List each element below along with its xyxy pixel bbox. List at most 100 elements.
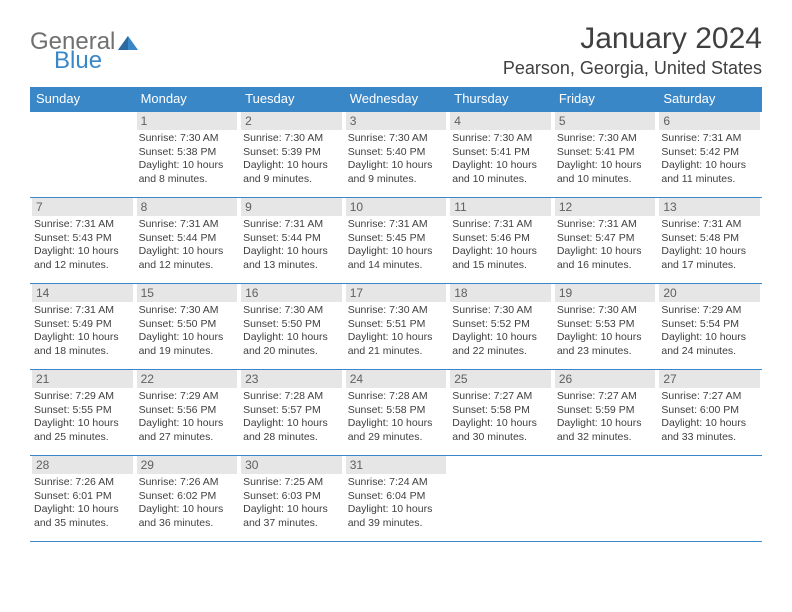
title-block: January 2024 Pearson, Georgia, United St… bbox=[503, 22, 762, 79]
month-title: January 2024 bbox=[503, 22, 762, 56]
sunrise-text: Sunrise: 7:31 AM bbox=[348, 218, 445, 232]
sunset-text: Sunset: 6:02 PM bbox=[139, 490, 236, 504]
sunrise-text: Sunrise: 7:30 AM bbox=[348, 132, 445, 146]
sunrise-text: Sunrise: 7:31 AM bbox=[557, 218, 654, 232]
sunset-text: Sunset: 5:44 PM bbox=[139, 232, 236, 246]
daylight-text: Daylight: 10 hours and 9 minutes. bbox=[348, 159, 445, 186]
day-number: 2 bbox=[241, 112, 342, 130]
day-details: Sunrise: 7:30 AMSunset: 5:40 PMDaylight:… bbox=[346, 132, 447, 187]
sunset-text: Sunset: 5:58 PM bbox=[348, 404, 445, 418]
calendar-day-cell: 9 Sunrise: 7:31 AMSunset: 5:44 PMDaylight… bbox=[239, 198, 344, 284]
calendar-header: SundayMondayTuesdayWednesdayThursdayFrid… bbox=[30, 87, 762, 112]
day-number: 12 bbox=[555, 198, 656, 216]
day-details: Sunrise: 7:31 AMSunset: 5:44 PMDaylight:… bbox=[241, 218, 342, 273]
day-number: 18 bbox=[450, 284, 551, 302]
calendar-day-cell bbox=[657, 456, 762, 542]
sunrise-text: Sunrise: 7:31 AM bbox=[139, 218, 236, 232]
calendar-day-cell: 2 Sunrise: 7:30 AMSunset: 5:39 PMDaylight… bbox=[239, 112, 344, 198]
daylight-text: Daylight: 10 hours and 39 minutes. bbox=[348, 503, 445, 530]
calendar-day-cell: 26Sunrise: 7:27 AMSunset: 5:59 PMDayligh… bbox=[553, 370, 658, 456]
day-details: Sunrise: 7:30 AMSunset: 5:39 PMDaylight:… bbox=[241, 132, 342, 187]
day-number: 10 bbox=[346, 198, 447, 216]
daylight-text: Daylight: 10 hours and 10 minutes. bbox=[452, 159, 549, 186]
sunset-text: Sunset: 5:57 PM bbox=[243, 404, 340, 418]
sunrise-text: Sunrise: 7:29 AM bbox=[34, 390, 131, 404]
day-details: Sunrise: 7:29 AMSunset: 5:55 PMDaylight:… bbox=[32, 390, 133, 445]
logo-text-blue: Blue bbox=[54, 47, 102, 74]
day-details: Sunrise: 7:30 AMSunset: 5:51 PMDaylight:… bbox=[346, 304, 447, 359]
day-details: Sunrise: 7:31 AMSunset: 5:48 PMDaylight:… bbox=[659, 218, 760, 273]
calendar-day-cell: 7Sunrise: 7:31 AMSunset: 5:43 PMDaylight… bbox=[30, 198, 135, 284]
sunrise-text: Sunrise: 7:31 AM bbox=[661, 132, 758, 146]
calendar-day-cell: 27Sunrise: 7:27 AMSunset: 6:00 PMDayligh… bbox=[657, 370, 762, 456]
calendar-day-cell: 4Sunrise: 7:30 AMSunset: 5:41 PMDaylight… bbox=[448, 112, 553, 198]
sunrise-text: Sunrise: 7:26 AM bbox=[34, 476, 131, 490]
weekday-header: Wednesday bbox=[344, 87, 449, 112]
daylight-text: Daylight: 10 hours and 14 minutes. bbox=[348, 245, 445, 272]
calendar-day-cell: 21 Sunrise: 7:29 AMSunset: 5:55 PMDayligh… bbox=[30, 370, 135, 456]
day-details: Sunrise: 7:31 AMSunset: 5:42 PMDaylight:… bbox=[659, 132, 760, 187]
day-number: 23 bbox=[241, 370, 342, 388]
day-number: 14 bbox=[32, 284, 133, 302]
day-details: Sunrise: 7:30 AMSunset: 5:41 PMDaylight:… bbox=[450, 132, 551, 187]
sunrise-text: Sunrise: 7:28 AM bbox=[348, 390, 445, 404]
sunset-text: Sunset: 5:50 PM bbox=[139, 318, 236, 332]
sunrise-text: Sunrise: 7:31 AM bbox=[243, 218, 340, 232]
calendar-day-cell bbox=[553, 456, 658, 542]
day-details: Sunrise: 7:27 AMSunset: 6:00 PMDaylight:… bbox=[659, 390, 760, 445]
day-details: Sunrise: 7:31 AMSunset: 5:44 PMDaylight:… bbox=[137, 218, 238, 273]
sunset-text: Sunset: 6:01 PM bbox=[34, 490, 131, 504]
calendar-week-row: 28Sunrise: 7:26 AMSunset: 6:01 PMDayligh… bbox=[30, 456, 762, 542]
day-number: 20 bbox=[659, 284, 760, 302]
daylight-text: Daylight: 10 hours and 17 minutes. bbox=[661, 245, 758, 272]
calendar-day-cell bbox=[30, 112, 135, 198]
calendar-table: SundayMondayTuesdayWednesdayThursdayFrid… bbox=[30, 87, 762, 542]
sunrise-text: Sunrise: 7:27 AM bbox=[452, 390, 549, 404]
calendar-day-cell: 19Sunrise: 7:30 AMSunset: 5:53 PMDayligh… bbox=[553, 284, 658, 370]
sunrise-text: Sunrise: 7:30 AM bbox=[139, 132, 236, 146]
calendar-week-row: 14 Sunrise: 7:31 AMSunset: 5:49 PMDayligh… bbox=[30, 284, 762, 370]
day-number: 17 bbox=[346, 284, 447, 302]
weekday-header: Sunday bbox=[30, 87, 135, 112]
daylight-text: Daylight: 10 hours and 22 minutes. bbox=[452, 331, 549, 358]
logo-triangle-icon bbox=[117, 33, 139, 51]
sunrise-text: Sunrise: 7:30 AM bbox=[452, 304, 549, 318]
sunrise-text: Sunrise: 7:29 AM bbox=[139, 390, 236, 404]
daylight-text: Daylight: 10 hours and 21 minutes. bbox=[348, 331, 445, 358]
sunrise-text: Sunrise: 7:31 AM bbox=[34, 304, 131, 318]
calendar-day-cell: 5Sunrise: 7:30 AMSunset: 5:41 PMDaylight… bbox=[553, 112, 658, 198]
sunrise-text: Sunrise: 7:25 AM bbox=[243, 476, 340, 490]
calendar-day-cell bbox=[448, 456, 553, 542]
day-details: Sunrise: 7:31 AMSunset: 5:46 PMDaylight:… bbox=[450, 218, 551, 273]
daylight-text: Daylight: 10 hours and 32 minutes. bbox=[557, 417, 654, 444]
daylight-text: Daylight: 10 hours and 35 minutes. bbox=[34, 503, 131, 530]
sunset-text: Sunset: 5:38 PM bbox=[139, 146, 236, 160]
sunrise-text: Sunrise: 7:31 AM bbox=[452, 218, 549, 232]
weekday-header: Saturday bbox=[657, 87, 762, 112]
weekday-header: Friday bbox=[553, 87, 658, 112]
calendar-day-cell: 6Sunrise: 7:31 AMSunset: 5:42 PMDaylight… bbox=[657, 112, 762, 198]
day-details: Sunrise: 7:30 AMSunset: 5:52 PMDaylight:… bbox=[450, 304, 551, 359]
day-details: Sunrise: 7:31 AMSunset: 5:49 PMDaylight:… bbox=[32, 304, 133, 359]
day-number: 9 bbox=[241, 198, 342, 216]
sunrise-text: Sunrise: 7:27 AM bbox=[661, 390, 758, 404]
calendar-day-cell: 30 Sunrise: 7:25 AMSunset: 6:03 PMDayligh… bbox=[239, 456, 344, 542]
daylight-text: Daylight: 10 hours and 29 minutes. bbox=[348, 417, 445, 444]
day-number: 26 bbox=[555, 370, 656, 388]
calendar-day-cell: 23 Sunrise: 7:28 AMSunset: 5:57 PMDayligh… bbox=[239, 370, 344, 456]
day-details: Sunrise: 7:25 AMSunset: 6:03 PMDaylight:… bbox=[241, 476, 342, 531]
daylight-text: Daylight: 10 hours and 16 minutes. bbox=[557, 245, 654, 272]
daylight-text: Daylight: 10 hours and 23 minutes. bbox=[557, 331, 654, 358]
day-details: Sunrise: 7:28 AMSunset: 5:57 PMDaylight:… bbox=[241, 390, 342, 445]
sunset-text: Sunset: 6:03 PM bbox=[243, 490, 340, 504]
day-number: 30 bbox=[241, 456, 342, 474]
sunrise-text: Sunrise: 7:27 AM bbox=[557, 390, 654, 404]
daylight-text: Daylight: 10 hours and 27 minutes. bbox=[139, 417, 236, 444]
day-number: 8 bbox=[137, 198, 238, 216]
daylight-text: Daylight: 10 hours and 20 minutes. bbox=[243, 331, 340, 358]
calendar-day-cell: 31Sunrise: 7:24 AMSunset: 6:04 PMDayligh… bbox=[344, 456, 449, 542]
day-number: 21 bbox=[32, 370, 133, 388]
sunset-text: Sunset: 5:48 PM bbox=[661, 232, 758, 246]
calendar-week-row: 7Sunrise: 7:31 AMSunset: 5:43 PMDaylight… bbox=[30, 198, 762, 284]
calendar-day-cell: 25Sunrise: 7:27 AMSunset: 5:58 PMDayligh… bbox=[448, 370, 553, 456]
